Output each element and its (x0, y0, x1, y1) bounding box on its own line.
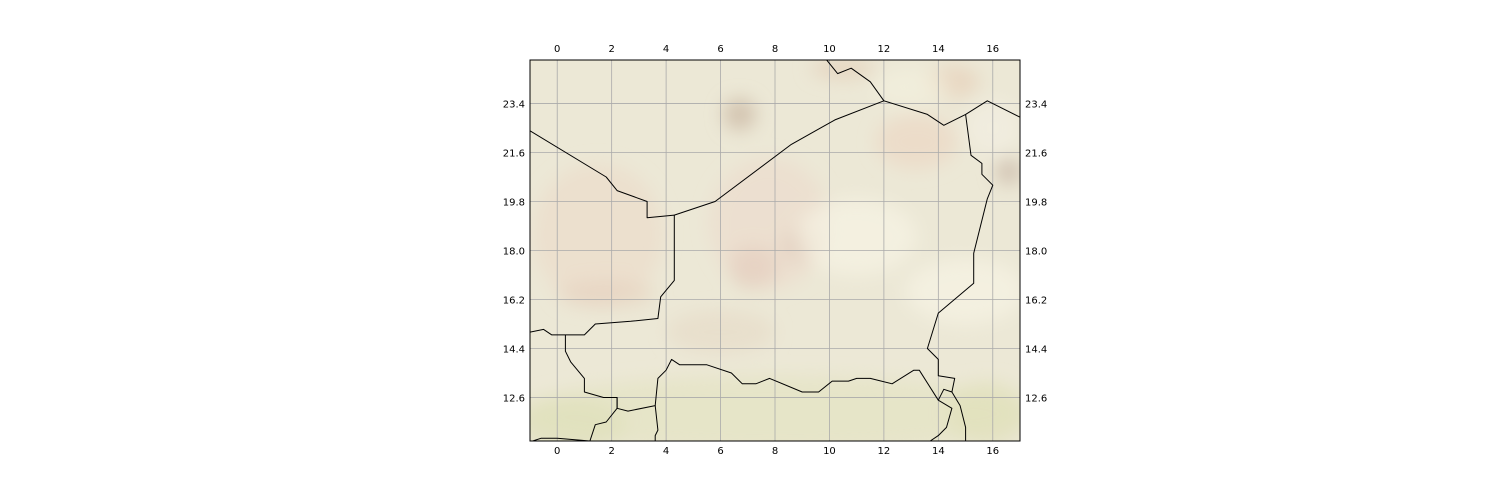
x-tick-label-bottom: 4 (663, 446, 669, 457)
x-tick-label-bottom: 12 (878, 446, 891, 457)
x-tick-label-top: 2 (608, 44, 614, 55)
x-tick-label-top: 10 (823, 44, 836, 55)
country-border (826, 60, 885, 102)
y-tick-label-right: 18.0 (1025, 247, 1047, 258)
relief-patch (873, 68, 950, 107)
map-frame (529, 59, 1021, 442)
y-tick-label-left: 23.4 (503, 100, 525, 111)
x-tick-label-bottom: 8 (772, 446, 778, 457)
relief-patch (995, 157, 1020, 186)
country-border (564, 334, 953, 441)
x-tick-label-bottom: 2 (608, 446, 614, 457)
country-border (530, 130, 675, 336)
y-tick-label-left: 16.2 (503, 295, 525, 306)
tick-labels: 0 0 2 2 4 4 6 6 8 8 10 10 12 12 14 14 16 16 12.6 12.6 14.4 14… (503, 44, 1048, 457)
relief-patch (875, 114, 958, 169)
y-tick-label-left: 12.6 (503, 393, 525, 404)
country-border (926, 114, 994, 401)
y-tick-label-left: 19.8 (503, 198, 525, 209)
map-area[interactable] (516, 57, 1033, 452)
x-tick-label-bottom: 10 (823, 446, 836, 457)
y-tick-label-right: 12.6 (1025, 393, 1047, 404)
x-tick-label-top: 8 (772, 44, 778, 55)
relief-patch (905, 258, 1020, 324)
relief-patch (723, 98, 756, 131)
relief-patch (810, 60, 876, 80)
relief-patch (946, 381, 1020, 441)
y-tick-label-right: 23.4 (1025, 100, 1047, 111)
gridlines (530, 60, 1020, 441)
y-tick-label-right: 16.2 (1025, 295, 1047, 306)
relief-layer (530, 60, 1020, 441)
y-tick-label-right: 21.6 (1025, 149, 1047, 160)
country-border (654, 405, 659, 441)
y-tick-label-left: 18.0 (503, 247, 525, 258)
x-tick-label-bottom: 14 (932, 446, 945, 457)
x-tick-label-bottom: 0 (554, 446, 560, 457)
relief-patch (557, 280, 656, 308)
x-tick-label-top: 12 (878, 44, 891, 55)
y-tick-label-left: 21.6 (503, 149, 525, 160)
y-tick-label-right: 14.4 (1025, 344, 1047, 355)
x-tick-label-top: 6 (717, 44, 723, 55)
x-tick-label-top: 4 (663, 44, 669, 55)
relief-patch (530, 397, 626, 441)
y-tick-label-left: 14.4 (503, 344, 525, 355)
x-tick-label-top: 16 (986, 44, 999, 55)
country-border (674, 100, 1020, 216)
x-tick-label-top: 14 (932, 44, 945, 55)
relief-patch (532, 163, 664, 305)
relief-patch (796, 198, 917, 275)
country-border (532, 397, 618, 441)
relief-patch (709, 157, 830, 289)
y-tick-label-right: 19.8 (1025, 198, 1047, 209)
country-borders (530, 60, 1020, 441)
x-tick-label-bottom: 16 (986, 446, 999, 457)
x-tick-label-bottom: 6 (717, 446, 723, 457)
x-tick-label-top: 0 (554, 44, 560, 55)
country-border (951, 391, 967, 441)
